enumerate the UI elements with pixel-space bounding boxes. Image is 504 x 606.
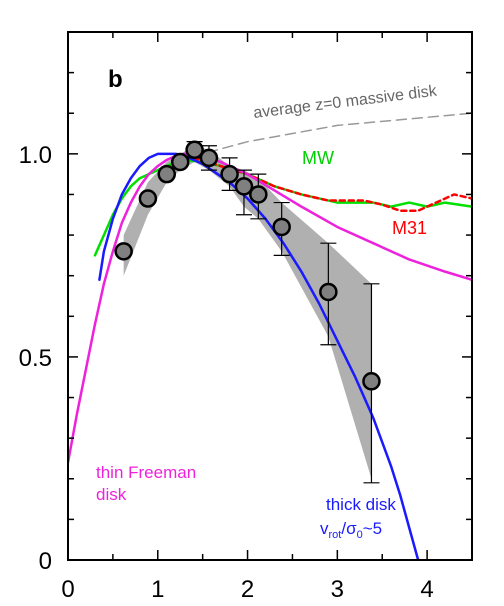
axis-ticks: 0 1 2 3 4 0 0.5 1.0 bbox=[19, 31, 473, 603]
data-point bbox=[249, 185, 268, 204]
y-tick-label: 1.0 bbox=[19, 142, 52, 169]
plot-border bbox=[67, 31, 473, 561]
thick-sigma-symbol: /σ bbox=[341, 519, 357, 538]
freeman-label-line2: disk bbox=[96, 485, 127, 504]
data-point bbox=[114, 242, 133, 261]
x-tick-label: 0 bbox=[61, 576, 74, 603]
data-point bbox=[170, 152, 190, 172]
thick-zero-subscript: 0 bbox=[357, 529, 363, 541]
panel-label: b bbox=[108, 66, 123, 93]
data-point bbox=[234, 177, 254, 196]
thick-disk-label-line2: vrot/σ0~5 bbox=[320, 519, 382, 541]
thick-v-symbol: v bbox=[320, 519, 329, 538]
curve-m31 bbox=[192, 156, 472, 212]
data-point bbox=[138, 189, 158, 208]
data-point bbox=[185, 140, 204, 160]
x-tick-label: 2 bbox=[241, 576, 254, 603]
x-tick-label: 1 bbox=[151, 576, 164, 603]
data-point bbox=[157, 164, 177, 184]
uncertainty-band-area bbox=[123, 145, 372, 479]
data-points bbox=[114, 140, 381, 391]
thick-rot-subscript: rot bbox=[329, 529, 342, 541]
data-point bbox=[220, 164, 239, 184]
y-tick-label: 0.5 bbox=[19, 345, 52, 372]
model-curves bbox=[68, 112, 472, 560]
m31-label: M31 bbox=[392, 218, 427, 238]
freeman-label-line1: thin Freeman bbox=[96, 463, 196, 482]
data-point bbox=[319, 282, 338, 302]
data-point bbox=[199, 148, 219, 168]
data-point bbox=[362, 372, 381, 391]
uncertainty-band bbox=[123, 145, 372, 479]
average-disk-label: average z=0 massive disk bbox=[252, 82, 438, 121]
data-point bbox=[272, 217, 291, 237]
thick-disk-label-line1: thick disk bbox=[326, 495, 396, 514]
plot-frame bbox=[67, 31, 473, 561]
y-tick-label: 0 bbox=[39, 548, 52, 575]
mw-label: MW bbox=[302, 148, 334, 168]
thick-ratio-value: ~5 bbox=[363, 519, 382, 538]
x-tick-label: 3 bbox=[331, 576, 344, 603]
x-tick-label: 4 bbox=[420, 576, 433, 603]
